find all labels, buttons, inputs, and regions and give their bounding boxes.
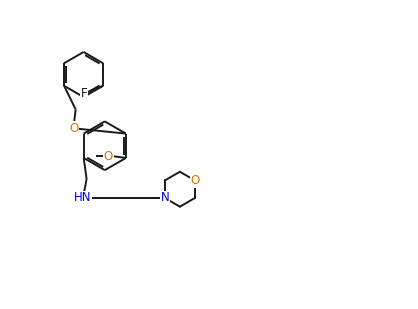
Text: O: O xyxy=(104,150,113,163)
Text: F: F xyxy=(81,87,87,100)
Text: HN: HN xyxy=(74,192,91,205)
Text: O: O xyxy=(69,122,79,135)
Text: N: N xyxy=(161,192,169,205)
Text: O: O xyxy=(69,122,79,135)
Text: O: O xyxy=(190,174,200,187)
